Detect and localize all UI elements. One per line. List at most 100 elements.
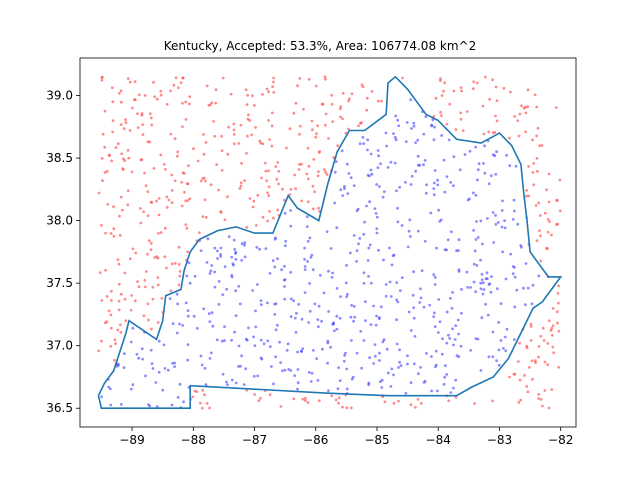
rejected-point	[143, 171, 146, 175]
accepted-point	[474, 238, 478, 241]
accepted-point	[422, 132, 426, 136]
accepted-point	[209, 351, 213, 355]
accepted-point	[363, 220, 366, 224]
accepted-point	[434, 349, 438, 353]
accepted-point	[322, 291, 326, 295]
rejected-point	[177, 283, 181, 287]
rejected-point	[124, 319, 128, 323]
accepted-point	[396, 118, 400, 122]
accepted-point	[166, 368, 170, 372]
accepted-point	[422, 163, 425, 167]
accepted-point	[148, 404, 152, 408]
rejected-point	[109, 326, 113, 330]
rejected-point	[298, 77, 302, 80]
rejected-point	[126, 189, 130, 193]
accepted-point	[433, 283, 437, 286]
rejected-point	[452, 89, 456, 93]
accepted-point	[443, 190, 447, 194]
rejected-point	[119, 330, 123, 334]
accepted-point	[418, 301, 422, 304]
rejected-point	[173, 262, 177, 265]
rejected-point	[535, 134, 538, 138]
rejected-point	[547, 200, 551, 204]
accepted-point	[409, 381, 413, 385]
rejected-point	[150, 123, 154, 127]
rejected-point	[204, 141, 208, 144]
accepted-point	[216, 249, 219, 253]
rejected-point	[530, 359, 534, 363]
rejected-point	[537, 201, 541, 205]
rejected-point	[339, 107, 342, 111]
rejected-point	[124, 118, 127, 121]
rejected-point	[349, 406, 353, 410]
rejected-point	[472, 87, 475, 91]
accepted-point	[259, 338, 263, 342]
rejected-point	[261, 215, 265, 219]
accepted-point	[303, 246, 306, 250]
accepted-point	[168, 297, 172, 300]
accepted-point	[223, 325, 226, 328]
accepted-point	[430, 389, 433, 393]
accepted-point	[448, 337, 452, 340]
accepted-point	[476, 178, 479, 182]
rejected-point	[173, 137, 177, 141]
accepted-point	[203, 366, 207, 370]
rejected-point	[244, 88, 248, 92]
accepted-point	[378, 351, 381, 355]
rejected-point	[116, 142, 120, 146]
accepted-point	[524, 262, 528, 265]
accepted-point	[530, 302, 534, 306]
accepted-point	[476, 337, 480, 341]
accepted-point	[305, 215, 309, 219]
accepted-point	[475, 220, 478, 223]
accepted-point	[499, 302, 503, 305]
rejected-point	[160, 297, 164, 300]
accepted-point	[379, 305, 383, 309]
rejected-point	[331, 120, 335, 123]
accepted-point	[372, 304, 375, 308]
accepted-point	[200, 363, 204, 367]
accepted-point	[393, 136, 397, 139]
rejected-point	[330, 102, 334, 106]
rejected-point	[537, 345, 541, 348]
accepted-point	[423, 379, 427, 383]
rejected-point	[317, 170, 320, 174]
rejected-point	[142, 314, 146, 318]
accepted-point	[296, 350, 299, 354]
accepted-point	[209, 269, 213, 273]
rejected-point	[285, 146, 288, 150]
accepted-point	[451, 291, 454, 294]
accepted-point	[278, 340, 281, 344]
rejected-point	[533, 359, 537, 362]
accepted-point	[388, 246, 391, 250]
accepted-point	[452, 386, 455, 390]
rejected-point	[459, 117, 463, 121]
accepted-point	[475, 264, 479, 267]
rejected-point	[268, 138, 271, 141]
accepted-point	[347, 172, 351, 175]
rejected-point	[133, 98, 137, 101]
rejected-point	[221, 76, 225, 80]
accepted-point	[526, 286, 530, 290]
accepted-point	[230, 255, 234, 259]
rejected-point	[159, 231, 163, 235]
rejected-point	[508, 136, 511, 140]
accepted-point	[205, 261, 209, 264]
rejected-point	[118, 214, 121, 218]
accepted-point	[428, 303, 432, 307]
accepted-point	[137, 356, 141, 360]
accepted-point	[425, 183, 428, 187]
accepted-point	[350, 304, 353, 307]
accepted-point	[345, 367, 349, 371]
accepted-point	[490, 275, 493, 278]
rejected-point	[123, 271, 127, 275]
accepted-point	[108, 387, 112, 391]
accepted-point	[501, 250, 504, 254]
accepted-point	[366, 259, 370, 262]
rejected-point	[101, 132, 105, 136]
rejected-point	[188, 95, 192, 99]
accepted-point	[494, 172, 498, 176]
accepted-point	[445, 373, 449, 376]
rejected-point	[545, 188, 548, 192]
rejected-point	[203, 393, 206, 397]
